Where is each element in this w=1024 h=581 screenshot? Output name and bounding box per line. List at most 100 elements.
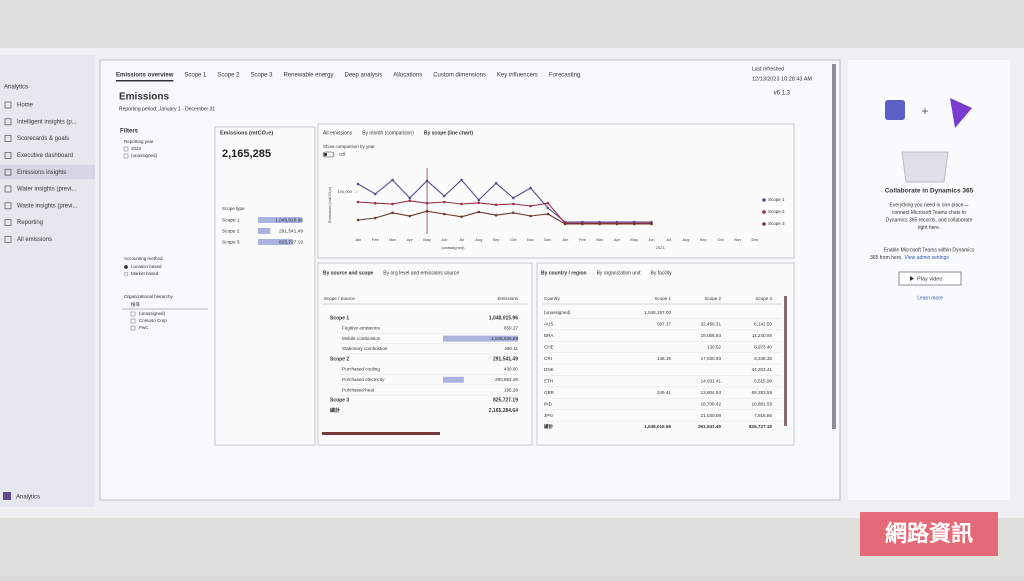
option: (unassigned) — [131, 153, 158, 158]
source-row: Fugitive emissions — [342, 326, 380, 331]
total-label: Emissions (mtCO₂e) — [220, 130, 273, 136]
period: Reporting period: January 1 - December 3… — [119, 106, 215, 112]
cell-value: 18,708.42 — [701, 401, 722, 406]
watermark: 網路資訊 — [885, 521, 973, 546]
source-row: Stationary combustion — [342, 346, 388, 351]
scope-value: 825,727.19 — [279, 239, 303, 245]
nav-item[interactable]: Scorecards & goals — [17, 136, 69, 142]
x-tick-label: Nov — [734, 237, 741, 242]
cell-value: 5,515.99 — [754, 379, 772, 384]
cell-value: 44,203.41 — [752, 367, 773, 372]
tree-node: PwC — [139, 325, 149, 330]
tab[interactable]: Deep analysis — [345, 73, 383, 79]
tab[interactable]: Scope 2 — [217, 73, 240, 79]
x-tick-label: Jan — [355, 237, 361, 242]
bar — [258, 228, 270, 234]
panel-tab[interactable]: By facility — [650, 270, 672, 276]
column-header: Scope 1 — [654, 296, 671, 301]
total-row: 總計 — [330, 407, 340, 414]
nav-item[interactable]: Executive dashboard — [17, 153, 73, 159]
column-header: Scope / Source — [324, 296, 355, 301]
panel-tab[interactable]: By org level and emissions source — [383, 270, 459, 276]
panel-tab[interactable]: By scope (line chart) — [424, 130, 474, 136]
radio[interactable] — [124, 265, 128, 269]
cell-value: 69,283.59 — [752, 390, 773, 395]
nav-item[interactable]: Home — [17, 103, 34, 109]
filter-label: Organizational hierarchy — [124, 294, 174, 299]
admin-link[interactable]: View admin settings — [905, 255, 950, 261]
checkbox[interactable] — [131, 326, 135, 330]
scope-name: Scope 2 — [222, 228, 240, 234]
scrollbar — [832, 64, 836, 429]
checkbox[interactable] — [131, 319, 135, 323]
nav-item[interactable]: Intelligent insights (p... — [17, 119, 77, 125]
learn-link[interactable]: Learn more — [917, 295, 943, 301]
tab[interactable]: Scope 3 — [250, 73, 273, 79]
scope-row: Scope 1 — [330, 315, 349, 321]
total-card — [215, 127, 315, 445]
y-axis-label: Emissions (mtCO₂e) — [327, 186, 332, 223]
cell-value: 249.41 — [657, 390, 671, 395]
legend-swatch — [762, 222, 766, 226]
side-text: right here. — [918, 225, 941, 231]
cell-value: 7,916.56 — [754, 413, 772, 418]
checkbox[interactable] — [124, 154, 128, 158]
checkbox[interactable] — [131, 312, 135, 316]
x-tick-label: Jun — [441, 237, 447, 242]
panel-tab[interactable]: By month (comparison) — [362, 130, 414, 136]
tab[interactable]: Allocations — [393, 73, 422, 79]
box-icon — [902, 152, 948, 182]
total-value: 2,165,284.64 — [489, 408, 518, 414]
cell-value: 1,048,157.00 — [644, 310, 671, 315]
side-title: Collaborate in Dynamics 365 — [885, 188, 974, 195]
panel-tab[interactable]: By country / region — [541, 270, 587, 276]
play-button[interactable]: Play video — [917, 276, 942, 282]
tab[interactable]: Custom dimensions — [433, 73, 486, 79]
source-row: Purchased electricity — [342, 377, 385, 382]
filter-label: Accounting method — [124, 256, 163, 261]
panel-tab[interactable]: By source and scope — [323, 270, 374, 276]
app-icon — [3, 492, 11, 500]
cell-value: 291,541.49 — [698, 424, 721, 429]
x-tick-label: Mar — [596, 237, 604, 242]
country: CRI — [544, 356, 552, 361]
nav-item[interactable]: Waste insights (previ... — [17, 203, 78, 209]
radio[interactable] — [124, 272, 128, 276]
tree-node: (unassigned) — [139, 311, 166, 316]
cell-value: 13,604.93 — [701, 390, 722, 395]
legend-swatch — [762, 210, 766, 214]
h-scroll — [322, 432, 440, 435]
nav-item[interactable]: All emissions — [17, 237, 52, 243]
cell-value: 130.52 — [707, 344, 721, 349]
tab[interactable]: Forecasting — [549, 73, 580, 79]
x-tick-label: Jul — [666, 237, 671, 242]
search[interactable]: 搜尋 — [131, 301, 140, 308]
checkbox[interactable] — [124, 147, 128, 151]
x-tick-label: Jul — [459, 237, 464, 242]
nav-item[interactable]: Reporting — [17, 220, 43, 226]
tab[interactable]: Emissions overview — [116, 73, 174, 79]
refresh-time: 12/13/2023 10:28:43 AM — [752, 76, 812, 82]
legend-swatch — [762, 198, 766, 202]
nav-item[interactable]: Emissions insights — [17, 170, 66, 176]
column-header: Scope 2 — [704, 296, 721, 301]
tab[interactable]: Scope 1 — [184, 73, 207, 79]
y-tick-label: 100,000 — [338, 189, 353, 194]
x-tick-label: Sep — [493, 237, 501, 242]
nav-item[interactable]: Water insights (previ... — [17, 187, 77, 193]
source-value: 859.27 — [504, 326, 518, 331]
panel-tab[interactable]: By organization unit — [597, 270, 642, 276]
side-text: Dynamics 365 records, and collaborate — [886, 217, 973, 223]
tab[interactable]: Key influencers — [497, 73, 538, 79]
source-value: 430.00 — [504, 367, 518, 372]
cell-value: 8,973.40 — [754, 344, 772, 349]
tab-underline — [116, 80, 173, 82]
panel-tab[interactable]: All emissions — [323, 130, 353, 136]
toggle-state: Off — [339, 152, 346, 157]
x-tick-label: Nov — [527, 237, 534, 242]
x-tick-label: May — [423, 237, 431, 242]
nav-footer[interactable]: Analytics — [16, 495, 40, 501]
scope-row: Scope 3 — [330, 398, 349, 404]
tab[interactable]: Renewable energy — [283, 73, 333, 79]
option: 2023 — [131, 146, 142, 151]
